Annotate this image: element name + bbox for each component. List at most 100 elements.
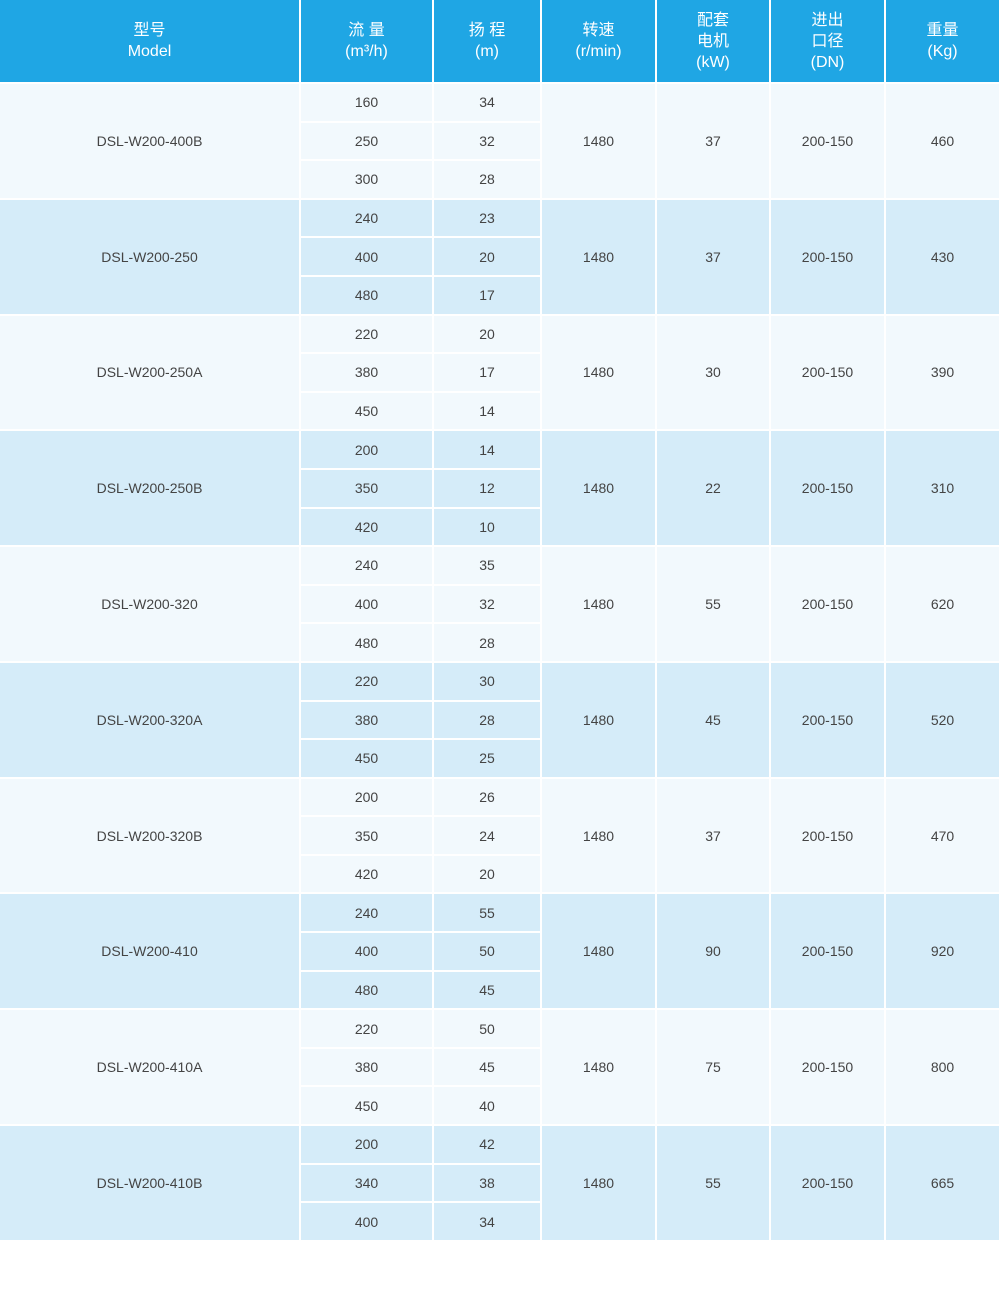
head-cell: 32 bbox=[432, 120, 542, 162]
header-line: Model bbox=[127, 43, 172, 60]
table-row: 380 45 bbox=[0, 1046, 999, 1088]
model-cell: DSL-W200-250B bbox=[0, 429, 301, 548]
head-cell: 28 bbox=[432, 159, 542, 200]
dn-cell: 200-150 bbox=[769, 660, 886, 779]
header-line: 流 量 bbox=[348, 22, 385, 39]
head-cell: 35 bbox=[432, 545, 542, 586]
flow-cell: 380 bbox=[299, 1046, 434, 1088]
flow-cell: 220 bbox=[299, 313, 434, 355]
motor-cell: 75 bbox=[655, 1008, 771, 1127]
model-cell: DSL-W200-250 bbox=[0, 197, 301, 316]
motor-cell: 37 bbox=[655, 776, 771, 895]
flow-cell: 240 bbox=[299, 892, 434, 934]
flow-cell: 420 bbox=[299, 853, 434, 895]
model-group: DSL-W200-410B 200 42 1480 55 200-150 665 340 38 4… bbox=[0, 1124, 999, 1242]
table-row: DSL-W200-410B 200 42 1480 55 200-150 665 bbox=[0, 1124, 999, 1242]
table-row: 400 34 bbox=[0, 1201, 999, 1242]
flow-cell: 350 bbox=[299, 467, 434, 509]
head-cell: 34 bbox=[432, 82, 542, 123]
model-group: DSL-W200-410A 220 50 1480 75 200-150 800 380 45 4… bbox=[0, 1008, 999, 1127]
head-cell: 20 bbox=[432, 236, 542, 277]
header-line: 重量 bbox=[926, 22, 959, 39]
flow-cell: 250 bbox=[299, 120, 434, 162]
speed-cell: 1480 bbox=[540, 545, 657, 663]
header-speed: 转速 (r/min) bbox=[540, 0, 657, 84]
flow-cell: 420 bbox=[299, 506, 434, 548]
table-row: 480 17 bbox=[0, 274, 999, 316]
table-row: 480 45 bbox=[0, 969, 999, 1011]
table-row: 340 38 bbox=[0, 1162, 999, 1204]
table-row: DSL-W200-250 240 23 1480 37 200-150 430 bbox=[0, 197, 999, 316]
motor-cell: 37 bbox=[655, 197, 771, 316]
dn-cell: 200-150 bbox=[769, 545, 886, 663]
flow-cell: 220 bbox=[299, 1008, 434, 1049]
table-row: 250 32 bbox=[0, 120, 999, 162]
flow-cell: 160 bbox=[299, 82, 434, 123]
dn-cell: 200-150 bbox=[769, 82, 886, 200]
header-line: 配套 bbox=[696, 11, 729, 29]
flow-cell: 200 bbox=[299, 1124, 434, 1165]
flow-cell: 200 bbox=[299, 429, 434, 470]
table-row: DSL-W200-320A 220 30 1480 45 200-150 520 bbox=[0, 660, 999, 779]
header-line: 扬 程 bbox=[468, 22, 506, 39]
weight-cell: 460 bbox=[884, 82, 999, 200]
flow-cell: 480 bbox=[299, 969, 434, 1011]
header-weight: 重量 (Kg) bbox=[884, 0, 999, 84]
speed-cell: 1480 bbox=[540, 892, 657, 1011]
header-line: 电机 bbox=[696, 32, 729, 50]
table-row: DSL-W200-410A 220 50 1480 75 200-150 800 bbox=[0, 1008, 999, 1127]
flow-cell: 380 bbox=[299, 352, 434, 393]
header-head: 扬 程 (m) bbox=[432, 0, 542, 84]
head-cell: 20 bbox=[432, 313, 542, 355]
table-row: 400 32 bbox=[0, 583, 999, 625]
header-line: 型号 bbox=[133, 22, 166, 39]
motor-cell: 37 bbox=[655, 82, 771, 200]
head-cell: 10 bbox=[432, 506, 542, 548]
speed-cell: 1480 bbox=[540, 197, 657, 316]
speed-cell: 1480 bbox=[540, 660, 657, 779]
head-cell: 32 bbox=[432, 583, 542, 625]
head-cell: 17 bbox=[432, 352, 542, 393]
motor-cell: 30 bbox=[655, 313, 771, 432]
flow-cell: 300 bbox=[299, 159, 434, 200]
table-row: 450 40 bbox=[0, 1085, 999, 1127]
dn-cell: 200-150 bbox=[769, 313, 886, 432]
weight-cell: 520 bbox=[884, 660, 999, 779]
dn-cell: 200-150 bbox=[769, 1124, 886, 1242]
head-cell: 23 bbox=[432, 197, 542, 239]
head-cell: 50 bbox=[432, 1008, 542, 1049]
dn-cell: 200-150 bbox=[769, 429, 886, 548]
table-row: 300 28 bbox=[0, 159, 999, 200]
speed-cell: 1480 bbox=[540, 1124, 657, 1242]
table-row: 350 12 bbox=[0, 467, 999, 509]
table-row: 480 28 bbox=[0, 622, 999, 663]
weight-cell: 390 bbox=[884, 313, 999, 432]
model-cell: DSL-W200-410B bbox=[0, 1124, 301, 1242]
head-cell: 40 bbox=[432, 1085, 542, 1127]
header-line: (m) bbox=[475, 43, 499, 60]
flow-cell: 400 bbox=[299, 931, 434, 972]
header-line: 转速 bbox=[582, 22, 615, 39]
head-cell: 28 bbox=[432, 699, 542, 741]
table-row: 420 10 bbox=[0, 506, 999, 548]
table-row: DSL-W200-320 240 35 1480 55 200-150 620 bbox=[0, 545, 999, 663]
table-row: 400 50 bbox=[0, 931, 999, 972]
head-cell: 55 bbox=[432, 892, 542, 934]
header-model: 型号 Model bbox=[0, 0, 301, 84]
flow-cell: 480 bbox=[299, 274, 434, 316]
model-group: DSL-W200-400B 160 34 1480 37 200-150 460 250 32 3… bbox=[0, 82, 999, 200]
speed-cell: 1480 bbox=[540, 1008, 657, 1127]
table-row: 350 24 bbox=[0, 815, 999, 856]
header-line: (kW) bbox=[696, 53, 730, 71]
flow-cell: 480 bbox=[299, 622, 434, 663]
head-cell: 45 bbox=[432, 1046, 542, 1088]
speed-cell: 1480 bbox=[540, 313, 657, 432]
table-row: DSL-W200-320B 200 26 1480 37 200-150 470 bbox=[0, 776, 999, 895]
weight-cell: 920 bbox=[884, 892, 999, 1011]
model-cell: DSL-W200-320B bbox=[0, 776, 301, 895]
table-row: 400 20 bbox=[0, 236, 999, 277]
header-motor: 配套电机 (kW) bbox=[655, 0, 771, 84]
flow-cell: 240 bbox=[299, 545, 434, 586]
header-row: 型号 Model 流 量 (m³/h) 扬 程 (m) 转速 (r/min) 配套 电机 (kW) 进… bbox=[0, 0, 999, 84]
head-cell: 24 bbox=[432, 815, 542, 856]
